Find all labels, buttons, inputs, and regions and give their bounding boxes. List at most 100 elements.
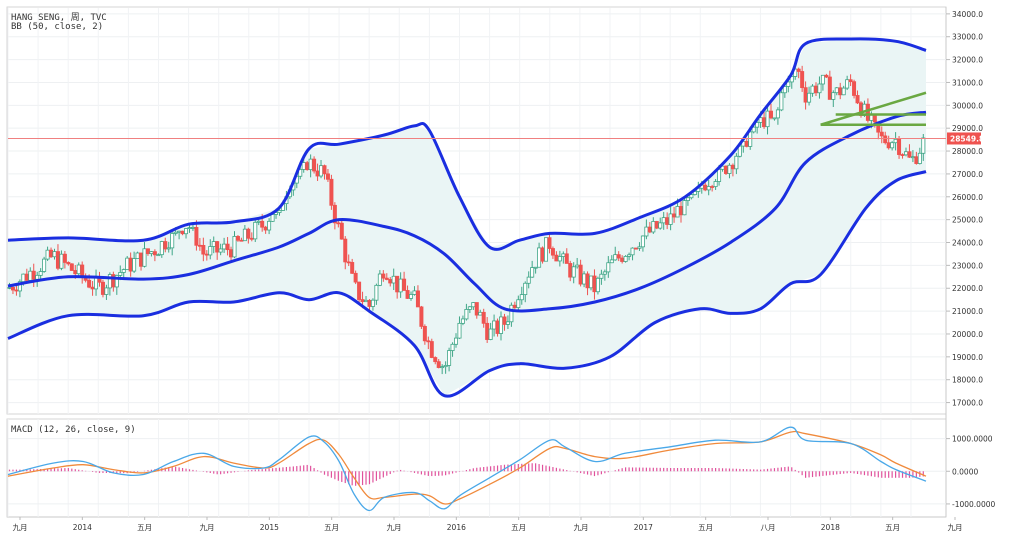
candle-up <box>21 273 26 283</box>
candle-down <box>422 326 427 342</box>
candle-up <box>589 275 594 289</box>
candle-down <box>73 270 78 275</box>
candle-up <box>544 237 549 262</box>
candle-down <box>495 320 500 334</box>
candle-down <box>395 275 400 293</box>
candle-up <box>893 138 898 144</box>
candle-up <box>364 299 369 303</box>
candle-up <box>398 278 403 293</box>
trendline-layer <box>8 91 946 139</box>
candle-down <box>111 274 116 288</box>
current-price-badge <box>947 132 981 145</box>
candle-up <box>748 131 753 147</box>
candle-down <box>665 217 670 225</box>
candle-up <box>222 243 227 250</box>
price-tick-label: 27000.0 <box>952 170 983 179</box>
macd-tick-label: -1000.0000 <box>952 500 995 509</box>
candle-down <box>66 262 71 265</box>
candle-up <box>841 87 846 96</box>
symbol-legend[interactable]: HANG SENG, 周, TVC <box>11 13 107 23</box>
candle-down <box>547 237 552 249</box>
time-tick-label: 九月 <box>948 523 963 532</box>
candle-down <box>813 85 818 94</box>
time-tick-label: 九月 <box>200 523 215 532</box>
candle-up <box>38 271 43 276</box>
current-price-label: 28549.8 <box>950 134 984 143</box>
candle-down <box>201 244 206 255</box>
candle-up <box>492 320 497 330</box>
candle-down <box>263 226 268 231</box>
bb-indicator-legend[interactable]: BB (50, close, 2) <box>11 22 104 32</box>
price-tick-label: 29000.0 <box>952 124 983 133</box>
candle-down <box>879 131 884 137</box>
price-tick-label: 30000.0 <box>952 101 983 110</box>
candle-down <box>194 227 199 246</box>
candle-up <box>457 322 462 339</box>
candle-up <box>377 273 382 286</box>
candle-up <box>557 256 562 262</box>
candle-up <box>447 350 452 366</box>
candle-down <box>204 253 209 256</box>
candle-up <box>132 258 137 272</box>
candle-down <box>415 290 420 308</box>
time-tick-label: 五月 <box>511 523 526 532</box>
candle-down <box>24 273 29 281</box>
candle-up <box>208 246 213 256</box>
candle-down <box>55 251 60 269</box>
candle-up <box>28 270 33 281</box>
candle-up <box>170 233 175 249</box>
time-tick-label: 五月 <box>885 523 900 532</box>
candle-down <box>744 140 749 147</box>
time-tick-label: 五月 <box>698 523 713 532</box>
candle-up <box>530 267 535 278</box>
candle-down <box>564 253 569 264</box>
candle-down <box>336 222 341 225</box>
candle-up <box>910 156 915 159</box>
candle-up <box>917 152 922 164</box>
candle-up <box>689 194 694 199</box>
time-tick-label: 八月 <box>761 523 776 532</box>
candle-up <box>668 213 673 225</box>
candle-down <box>405 290 410 299</box>
candle-up <box>190 227 195 229</box>
candle-down <box>87 279 92 288</box>
candle-down <box>710 186 715 188</box>
candle-up <box>409 294 414 299</box>
candle-up <box>602 271 607 275</box>
candle-up <box>537 247 542 268</box>
candle-down <box>367 299 372 307</box>
candle-up <box>270 214 275 222</box>
candle-down <box>429 341 434 358</box>
candle-down <box>215 241 220 253</box>
candle-down <box>180 230 185 235</box>
candle-up <box>184 228 189 235</box>
candle-up <box>135 252 140 260</box>
candle-up <box>125 257 130 270</box>
candle-down <box>229 249 234 258</box>
candle-down <box>827 76 832 100</box>
candle-down <box>197 244 202 247</box>
candle-up <box>609 259 614 264</box>
candle-down <box>838 87 843 96</box>
candle-up <box>516 299 521 309</box>
price-tick-label: 28000.0 <box>952 147 983 156</box>
macd-indicator-legend[interactable]: MACD (12, 26, close, 9) <box>11 425 136 435</box>
candle-up <box>298 169 303 177</box>
candle-up <box>727 164 732 174</box>
candle-down <box>703 184 708 191</box>
trendline[interactable] <box>820 91 927 126</box>
candle-up <box>443 365 448 368</box>
candle-down <box>31 270 36 280</box>
candle-down <box>585 273 590 289</box>
candle-up <box>661 217 666 224</box>
candle-down <box>62 253 67 263</box>
candle-up <box>519 294 524 301</box>
candle-up <box>869 114 874 121</box>
candle-up <box>253 221 258 240</box>
candle-up <box>42 258 47 272</box>
time-tick-label: 九月 <box>13 523 28 532</box>
price-tick-label: 34000.0 <box>952 10 983 19</box>
candle-down <box>128 257 133 272</box>
macd-line <box>7 426 927 512</box>
candle-down <box>100 281 105 295</box>
